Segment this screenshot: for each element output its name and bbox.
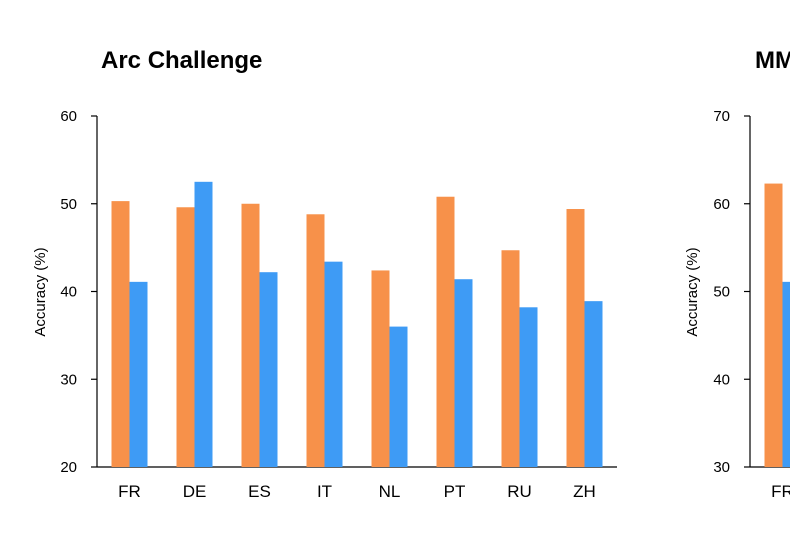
y-ticks: 20 30 40 50 60 bbox=[60, 108, 97, 476]
bar-de-series-2 bbox=[194, 181, 213, 467]
bar-es-series-2 bbox=[259, 272, 278, 467]
x-tick-label-pt: PT bbox=[444, 482, 466, 501]
bar-zh-series-2 bbox=[584, 301, 603, 467]
y-tick-label: 40 bbox=[60, 284, 77, 301]
bar-zh-series-1 bbox=[566, 209, 585, 467]
bar-fr-series-1 bbox=[764, 183, 783, 467]
x-ticks: FR DE ES IT NL PT RU ZH bbox=[118, 482, 596, 501]
y-axis-label: Accuracy (%) bbox=[32, 247, 49, 336]
y-tick-label: 30 bbox=[60, 371, 77, 388]
y-tick-label: 40 bbox=[713, 371, 730, 388]
chart-title: Arc Challenge bbox=[101, 47, 262, 74]
y-tick-label: 50 bbox=[713, 284, 730, 301]
bars bbox=[111, 181, 603, 468]
y-tick-label: 30 bbox=[713, 459, 730, 476]
bar-it-series-1 bbox=[306, 214, 325, 467]
bar-ru-series-1 bbox=[501, 250, 520, 467]
bar-fr-series-2 bbox=[782, 281, 790, 467]
bar-nl-series-2 bbox=[389, 326, 408, 467]
chart-title: MM bbox=[755, 47, 790, 74]
y-tick-label: 60 bbox=[60, 108, 77, 125]
y-tick-label: 50 bbox=[60, 196, 77, 213]
x-tick-label-nl: NL bbox=[379, 482, 401, 501]
chart-mm: MM Accuracy (%) 30 40 50 60 70 FR bbox=[684, 47, 790, 501]
y-tick-label: 70 bbox=[713, 108, 730, 125]
y-ticks: 30 40 50 60 70 bbox=[713, 108, 750, 476]
y-tick-label: 20 bbox=[60, 459, 77, 476]
x-tick-label-it: IT bbox=[317, 482, 332, 501]
bar-ru-series-2 bbox=[519, 307, 538, 467]
x-tick-label-fr: FR bbox=[118, 482, 141, 501]
y-axis-label: Accuracy (%) bbox=[684, 247, 701, 336]
x-tick-label-de: DE bbox=[183, 482, 207, 501]
x-tick-label-fr: FR bbox=[771, 482, 790, 501]
bar-fr-series-2 bbox=[129, 281, 148, 467]
x-ticks: FR bbox=[771, 482, 790, 501]
bar-pt-series-2 bbox=[454, 279, 473, 467]
bar-fr-series-1 bbox=[111, 201, 130, 467]
x-tick-label-ru: RU bbox=[507, 482, 532, 501]
bars bbox=[764, 183, 790, 467]
bar-es-series-1 bbox=[241, 203, 260, 467]
chart-arc-challenge: Arc Challenge Accuracy (%) 20 30 40 50 60 FR… bbox=[32, 47, 617, 501]
x-tick-label-es: ES bbox=[248, 482, 271, 501]
x-tick-label-zh: ZH bbox=[573, 482, 596, 501]
bar-it-series-2 bbox=[324, 261, 343, 467]
y-tick-label: 60 bbox=[713, 196, 730, 213]
bar-nl-series-1 bbox=[371, 270, 390, 467]
bar-pt-series-1 bbox=[436, 196, 455, 468]
bar-de-series-1 bbox=[176, 207, 195, 467]
